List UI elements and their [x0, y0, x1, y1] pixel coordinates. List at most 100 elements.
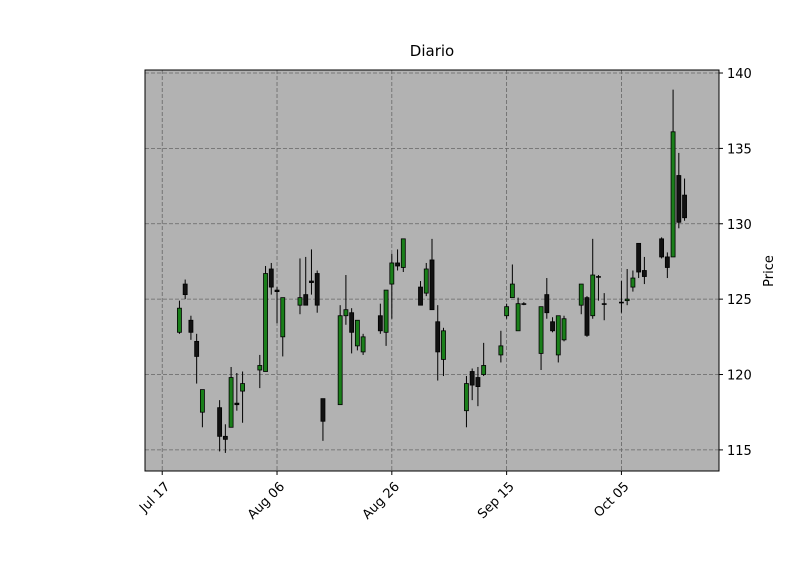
candle-body — [297, 297, 303, 306]
candle-body — [177, 307, 182, 333]
candle-body — [303, 294, 309, 306]
candle — [320, 398, 326, 441]
candle-body — [550, 321, 555, 332]
candle-body — [676, 175, 682, 223]
candle — [383, 289, 389, 346]
candle-body — [624, 298, 630, 302]
candle-body — [188, 319, 194, 333]
candle — [222, 424, 228, 453]
candle-body — [274, 289, 280, 293]
candle-body — [659, 238, 665, 258]
candle — [619, 281, 624, 313]
candle — [194, 333, 200, 384]
candle-body — [641, 270, 647, 277]
candle — [228, 366, 234, 428]
candle-body — [280, 297, 286, 338]
y-tick-label: 115 — [727, 444, 752, 459]
candle — [188, 315, 194, 340]
candle — [429, 238, 435, 311]
candle — [377, 303, 383, 334]
x-tick-label: Aug 26 — [360, 479, 403, 522]
candle-body — [435, 321, 441, 353]
candle — [550, 317, 555, 333]
candle — [464, 376, 469, 428]
candle — [498, 330, 504, 363]
chart-title: Diario — [410, 42, 454, 60]
candle — [343, 275, 349, 325]
candle-body — [509, 283, 515, 299]
candle — [435, 305, 441, 381]
x-tick-label: Sep 15 — [475, 479, 518, 522]
candle — [590, 238, 596, 319]
candle-body — [601, 303, 607, 305]
candle-body — [630, 277, 636, 288]
candle — [538, 306, 544, 370]
candle — [584, 296, 590, 337]
candle — [177, 300, 182, 334]
candle-body — [228, 377, 234, 428]
candle — [624, 268, 630, 306]
candle-body — [555, 315, 561, 356]
candle — [682, 178, 687, 221]
candle — [555, 315, 561, 363]
candle-body — [314, 273, 320, 306]
candle — [349, 308, 355, 354]
candle-body — [664, 256, 670, 268]
candle-body — [234, 402, 240, 406]
candle-body — [222, 435, 228, 440]
candle — [354, 319, 360, 351]
candle — [234, 373, 240, 411]
candle — [515, 297, 521, 332]
candle-body — [360, 336, 366, 353]
candle-body — [578, 283, 584, 306]
candle-body — [199, 389, 205, 413]
candle-body — [194, 340, 200, 357]
candle — [418, 281, 423, 306]
candle-body — [182, 283, 188, 296]
candle-body — [395, 262, 400, 267]
plot-frame — [144, 69, 720, 472]
candle — [280, 297, 286, 357]
candle-body — [504, 306, 510, 317]
candle — [257, 354, 263, 389]
candle-body — [619, 301, 624, 304]
candle-body — [561, 318, 567, 341]
candle-body — [464, 383, 469, 412]
candle — [303, 256, 309, 306]
candle — [217, 400, 223, 452]
candle — [199, 389, 205, 428]
candle — [509, 264, 515, 299]
candle — [578, 283, 584, 315]
candle-body — [320, 398, 326, 422]
candle-body — [469, 371, 475, 386]
candle — [314, 270, 320, 313]
candle — [469, 368, 475, 401]
candle — [670, 89, 676, 258]
candle — [664, 252, 670, 279]
candle — [641, 256, 647, 285]
candle — [504, 303, 510, 319]
candle — [475, 366, 481, 407]
candle — [423, 262, 429, 297]
candle — [389, 253, 395, 319]
candle-body — [354, 319, 360, 347]
candle-body — [377, 315, 383, 332]
candle-body — [498, 345, 504, 356]
candle-body — [441, 330, 446, 360]
candle — [441, 327, 446, 377]
candle-body — [383, 289, 389, 333]
candle — [596, 275, 601, 301]
candle — [240, 371, 245, 423]
candle — [521, 302, 527, 306]
candle-body — [481, 365, 487, 375]
candle-body — [682, 194, 687, 219]
candle-body — [423, 268, 429, 294]
candle — [601, 293, 607, 321]
candle — [360, 333, 366, 355]
candle-body — [521, 303, 527, 305]
candle-body — [636, 242, 642, 273]
candle-body — [263, 273, 268, 372]
candle-body — [590, 274, 596, 317]
candle-body — [389, 262, 395, 285]
